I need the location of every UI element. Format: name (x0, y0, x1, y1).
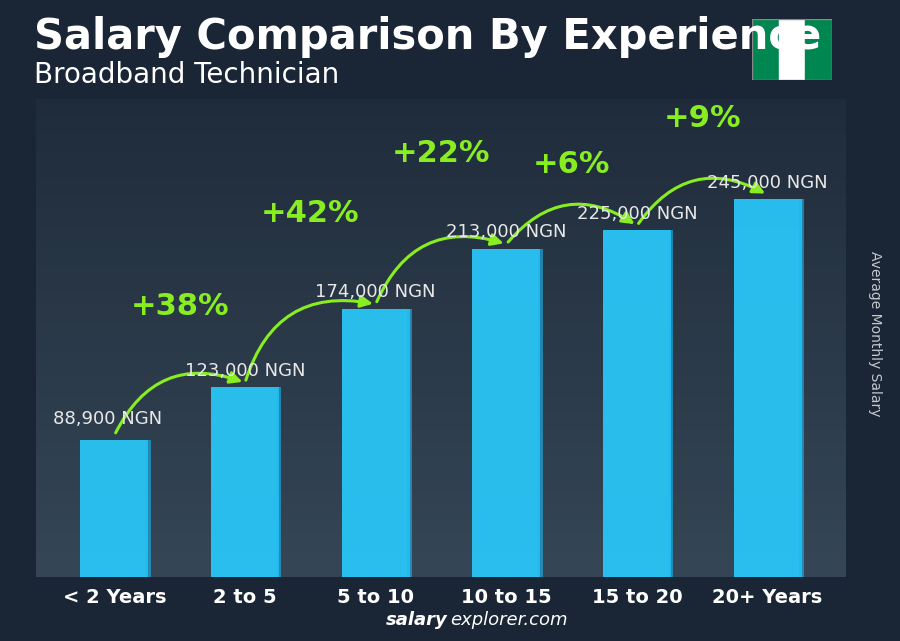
Text: Salary Comparison By Experience: Salary Comparison By Experience (34, 16, 822, 58)
Text: 225,000 NGN: 225,000 NGN (577, 204, 698, 222)
Bar (778, 19, 806, 80)
Bar (734, 199, 802, 577)
Text: +9%: +9% (663, 104, 741, 133)
Text: 88,900 NGN: 88,900 NGN (53, 410, 162, 428)
Text: 174,000 NGN: 174,000 NGN (315, 283, 436, 301)
Text: +6%: +6% (533, 150, 610, 179)
Bar (408, 309, 412, 577)
Bar (752, 19, 778, 80)
Text: 123,000 NGN: 123,000 NGN (184, 362, 305, 379)
Bar (212, 387, 279, 577)
Bar (669, 230, 673, 577)
Bar (146, 440, 150, 577)
Bar (538, 249, 543, 577)
Bar (342, 309, 410, 577)
Bar (276, 387, 282, 577)
Text: Broadband Technician: Broadband Technician (34, 61, 339, 89)
Bar (472, 249, 540, 577)
Text: explorer.com: explorer.com (450, 612, 568, 629)
Bar (80, 440, 148, 577)
Bar (806, 19, 832, 80)
Text: +42%: +42% (261, 199, 360, 228)
Bar (799, 199, 804, 577)
Text: +38%: +38% (130, 292, 229, 321)
Text: +22%: +22% (392, 139, 491, 168)
Text: Average Monthly Salary: Average Monthly Salary (868, 251, 882, 416)
Bar (603, 230, 670, 577)
Text: 245,000 NGN: 245,000 NGN (707, 174, 828, 192)
Text: 213,000 NGN: 213,000 NGN (446, 223, 567, 241)
Text: salary: salary (385, 612, 447, 629)
